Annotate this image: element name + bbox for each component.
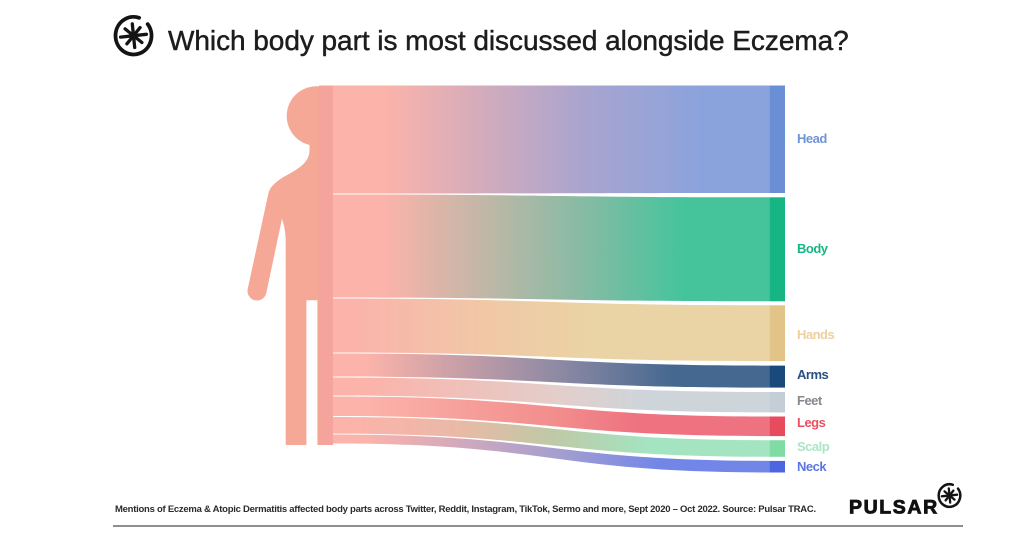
svg-text:PULSAR: PULSAR [849, 497, 939, 519]
